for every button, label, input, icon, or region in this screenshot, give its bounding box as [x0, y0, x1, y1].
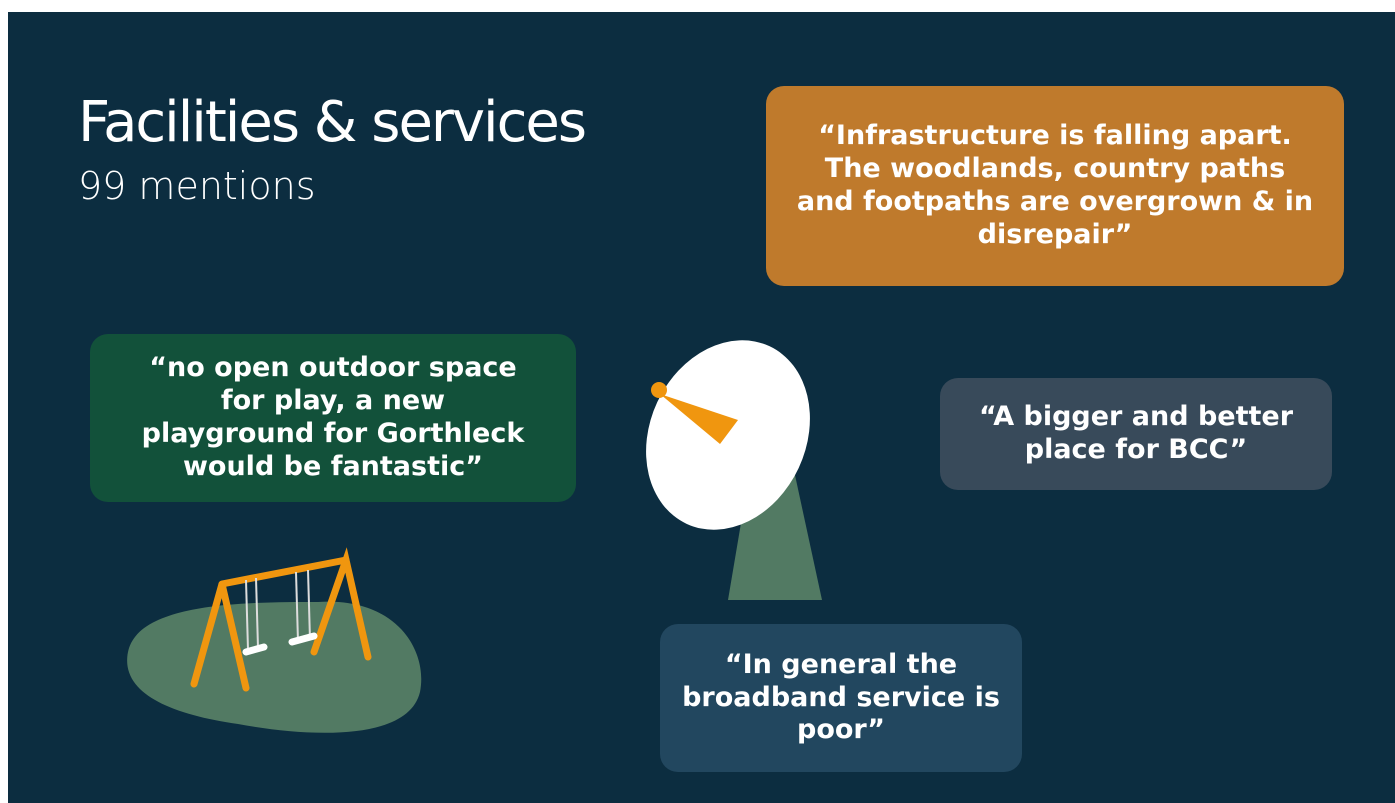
quote: “A bigger and better place for BCC” — [940, 378, 1332, 490]
quote: “In general the broadband service is poo… — [660, 624, 1022, 772]
quote: “no open outdoor space for play, a new p… — [90, 334, 576, 502]
quote: “Infrastructure is falling apart. The wo… — [766, 86, 1344, 286]
grass — [127, 602, 421, 733]
slide: Facilities & services 99 mentions “Infra… — [8, 12, 1395, 803]
dish — [616, 313, 840, 557]
title: Facilities & services — [78, 90, 585, 155]
page: Facilities & services 99 mentions “Infra… — [0, 0, 1395, 803]
subtitle: 99 mentions — [78, 164, 316, 208]
antenna-tip — [651, 382, 667, 398]
